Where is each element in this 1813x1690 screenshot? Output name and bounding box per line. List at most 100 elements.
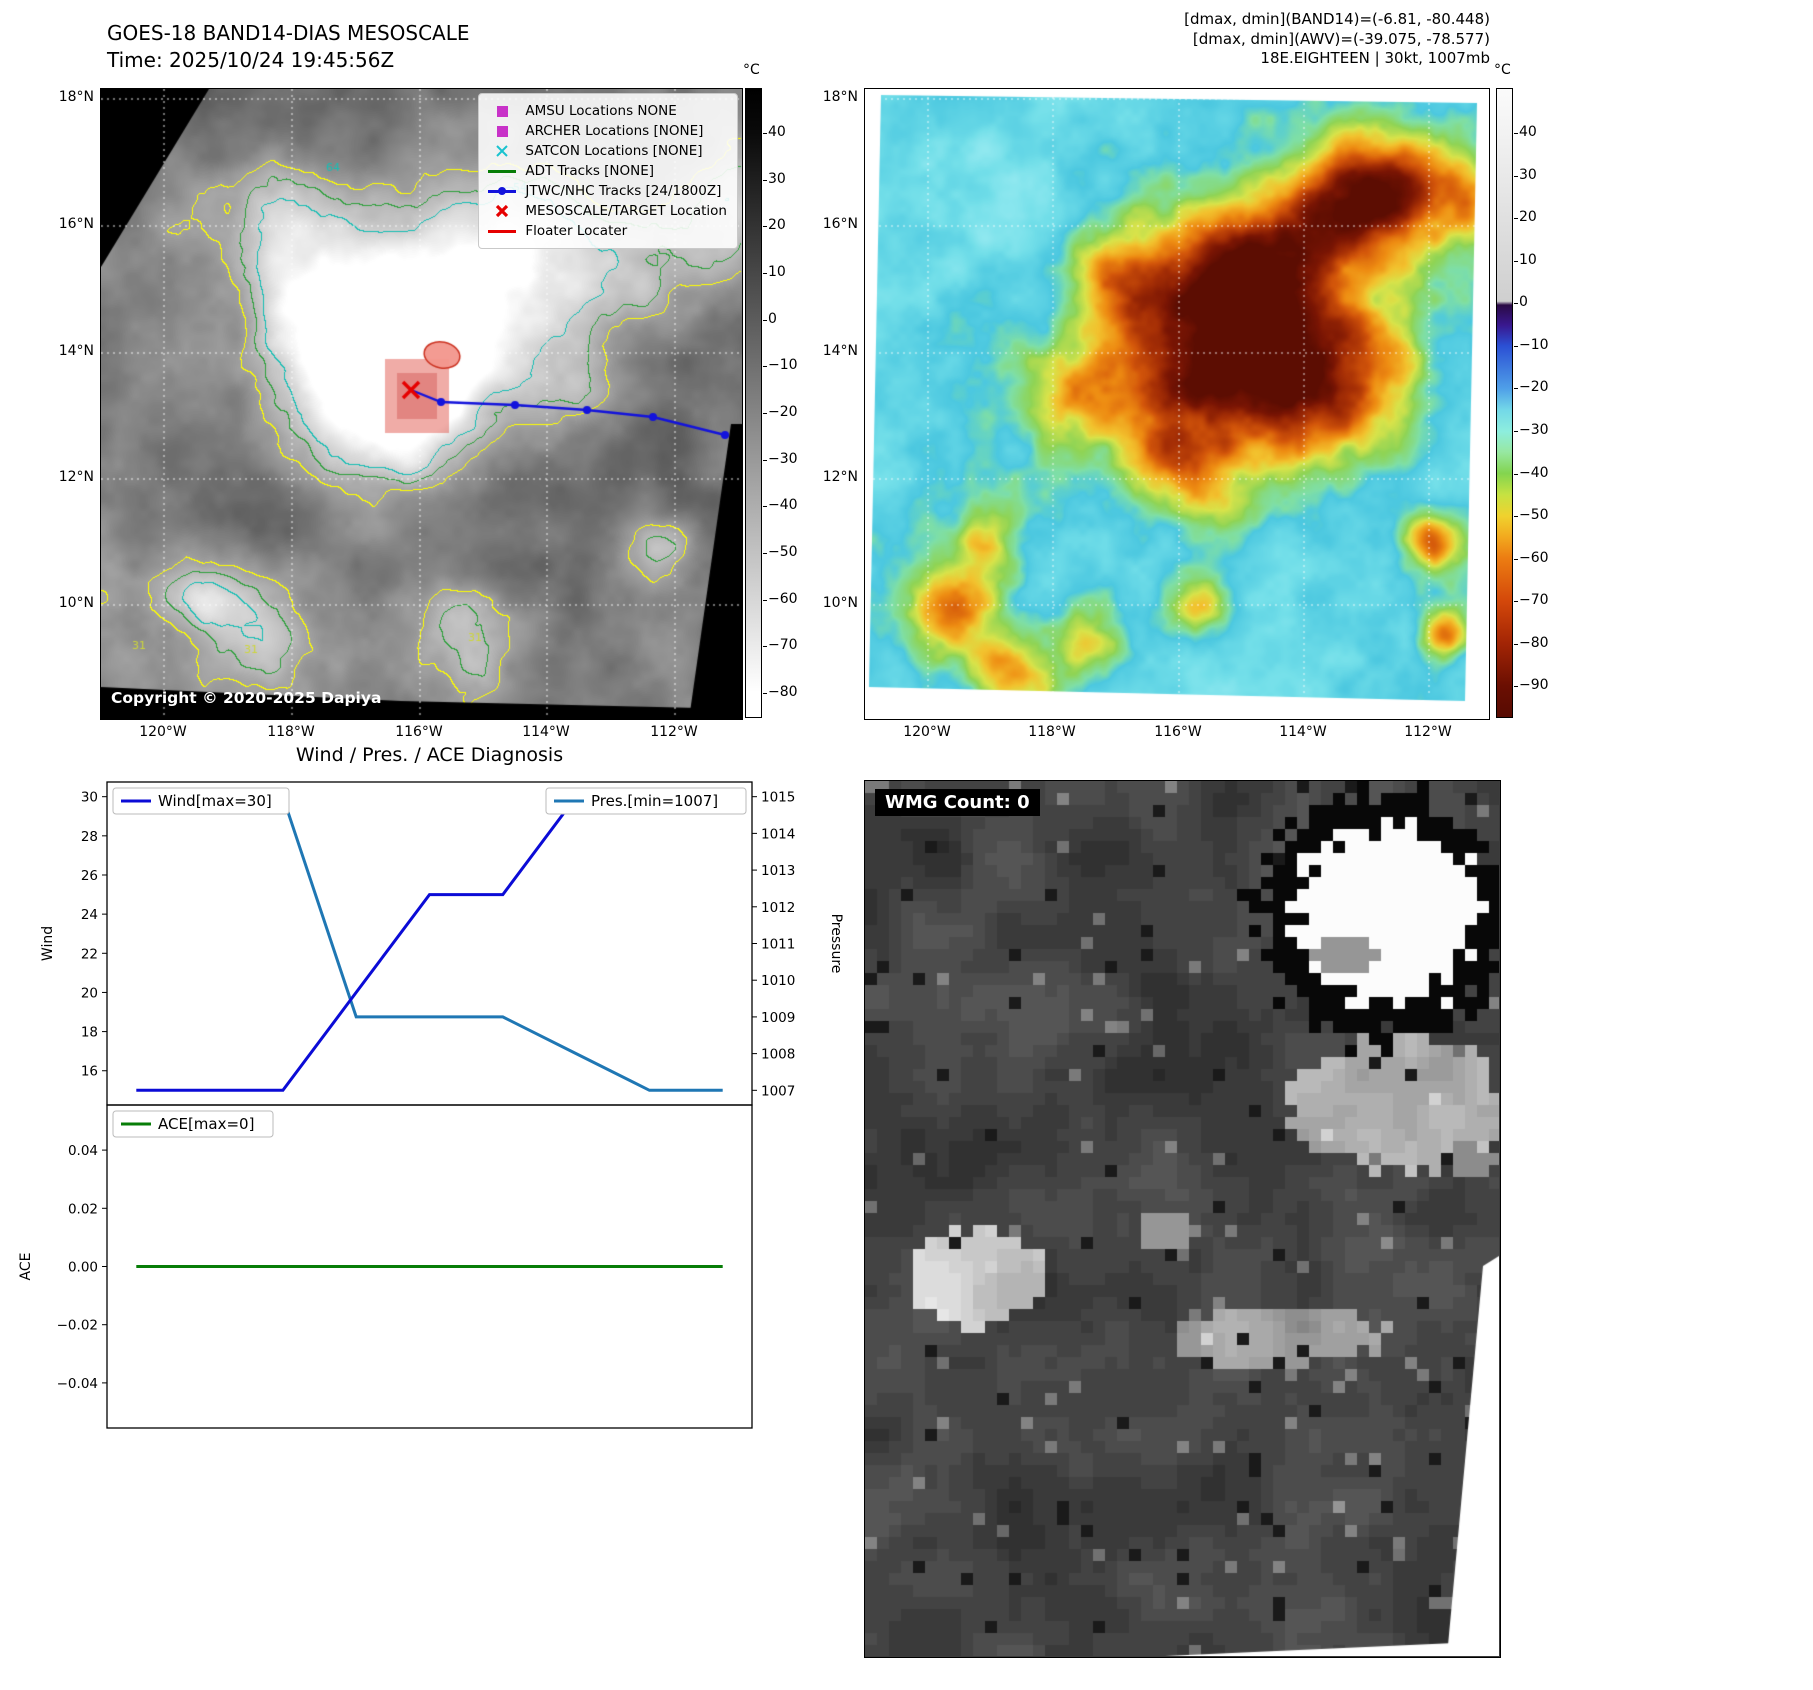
colorbar-tick (1514, 431, 1518, 432)
band14-lat-tick-label: 10°N (58, 595, 94, 611)
ace-tick-label: 0.02 (68, 1201, 98, 1217)
wind-tick-label: 28 (81, 829, 98, 845)
band14-colorbar-unit: °C (743, 62, 760, 78)
pressure-legend (545, 787, 747, 815)
awv-lat-tick-label: 10°N (822, 595, 858, 611)
colorbar-tick-label: 10 (1519, 251, 1537, 268)
colorbar-tick-label: 30 (768, 170, 786, 187)
band14-lat-tick-label: 12°N (58, 469, 94, 485)
awv-lon-tick-label: 112°W (1404, 724, 1452, 740)
colorbar-tick-label: 20 (768, 217, 786, 234)
band14-lon-tick-label: 114°W (522, 724, 570, 740)
line-marker-icon (487, 229, 517, 233)
legend-item-label: SATCON Locations [NONE] (525, 143, 703, 159)
pressure-tick-label: 1013 (761, 863, 795, 879)
colorbar-tick (763, 412, 767, 414)
awv-lon-tick-label: 116°W (1154, 724, 1202, 740)
diagnosis-title: Wind / Pres. / ACE Diagnosis (296, 744, 563, 766)
awv-lat-tick-label: 12°N (822, 469, 858, 485)
band14-subtitle: Time: 2025/10/24 19:45:56Z (107, 48, 395, 72)
pressure-legend-label: Pres.[min=1007] (591, 792, 718, 810)
awv-colorbar (1496, 88, 1513, 718)
band14-lat-tick-label: 16°N (58, 216, 94, 232)
band14-lat-tick-label: 18°N (58, 89, 94, 105)
colorbar-tick-label: 30 (1519, 166, 1537, 183)
colorbar-tick (1514, 643, 1518, 645)
legend-item-label: ARCHER Locations [NONE] (525, 123, 704, 139)
legend-item-label: Floater Locater (525, 223, 628, 239)
colorbar-tick (1514, 260, 1518, 262)
band14-lon-tick-label: 118°W (267, 724, 315, 740)
pressure-axis-label: Pressure (828, 914, 844, 974)
colorbar-tick (763, 552, 767, 554)
wind-tick-label: 30 (81, 790, 98, 806)
colorbar-tick-label: −50 (1519, 507, 1549, 524)
colorbar-tick (1514, 388, 1518, 390)
colorbar-tick-label: 0 (1519, 294, 1528, 311)
colorbar-tick-label: −40 (1519, 464, 1549, 481)
colorbar-tick (763, 506, 767, 508)
colorbar-tick-label: −90 (1519, 677, 1549, 694)
diagnosis-chart: Wind / Pres. / ACE Diagnosis 16 18 20 22 24 26… (18, 744, 844, 1429)
legend-item-label: AMSU Locations NONE (525, 103, 677, 119)
colorbar-tick-label: −30 (1519, 422, 1549, 438)
ace-tick-label: 0.00 (68, 1260, 98, 1276)
pressure-tick-label: 1010 (761, 973, 795, 989)
ace-legend-label: ACE[max=0] (158, 1115, 254, 1133)
wmg-map: WMG Count: 0 (864, 780, 1501, 1658)
wind-legend (112, 787, 290, 815)
colorbar-tick (763, 132, 767, 134)
legend-item: MESOSCALE/TARGET Location (487, 201, 727, 221)
awv-lat-tick-label: 16°N (822, 216, 858, 232)
legend-item: ADT Tracks [NONE] (487, 161, 727, 181)
colorbar-tick (1514, 218, 1518, 220)
band14-title-block: GOES-18 BAND14-DIAS MESOSCALE Time: 2025… (107, 20, 470, 74)
ace-tick-label: 0.04 (68, 1143, 98, 1159)
wind-tick-label: 24 (81, 907, 98, 923)
pressure-tick-label: 1011 (761, 937, 795, 953)
awv-lon-tick-label: 120°W (903, 724, 951, 740)
ace-axis-label: ACE (18, 1253, 34, 1281)
pressure-tick-label: 1009 (761, 1010, 795, 1026)
x-marker-icon (487, 144, 517, 158)
ace-tick-label: −0.04 (57, 1376, 98, 1392)
awv-satellite-canvas (865, 89, 1489, 719)
x-target-marker-icon (487, 204, 517, 218)
colorbar-tick (1514, 303, 1518, 305)
colorbar-tick-label: −80 (768, 683, 798, 700)
colorbar-tick-label: −20 (1519, 379, 1549, 396)
ace-tick-label: −0.02 (57, 1318, 98, 1334)
colorbar-tick (1514, 345, 1518, 347)
band14-colorbar (745, 88, 762, 718)
wmg-image-canvas (865, 781, 1499, 1656)
awv-header-line2: [dmax, dmin](AWV)=(-39.075, -78.577) (1192, 29, 1490, 48)
colorbar-tick-label: 40 (768, 123, 786, 140)
wind-legend-label: Wind[max=30] (158, 792, 272, 810)
pressure-tick-label: 1014 (761, 826, 795, 842)
awv-map (864, 88, 1490, 720)
copyright-text: Copyright © 2020-2025 Dapiya (111, 689, 382, 707)
pressure-tick-label: 1008 (761, 1047, 795, 1063)
colorbar-tick-label: −60 (768, 590, 798, 607)
wind-tick-label: 20 (81, 985, 98, 1001)
line-marker-icon (487, 169, 517, 173)
colorbar-tick-label: −80 (1519, 634, 1549, 651)
band14-lon-tick-label: 120°W (139, 724, 187, 740)
colorbar-tick-label: 0 (768, 310, 777, 327)
colorbar-tick-label: 20 (1519, 209, 1537, 226)
colorbar-tick (763, 179, 767, 181)
square-marker-icon (487, 105, 517, 117)
legend-item: SATCON Locations [NONE] (487, 141, 727, 161)
colorbar-tick-label: −70 (1519, 592, 1549, 609)
legend-item: ARCHER Locations [NONE] (487, 121, 727, 141)
colorbar-tick-label: −10 (768, 357, 798, 374)
series-line-pressure (136, 795, 723, 1092)
awv-colorbar-unit: °C (1494, 62, 1511, 78)
series-line-wind (136, 795, 723, 1092)
awv-lon-tick-label: 114°W (1279, 724, 1327, 740)
wind-axis-label: Wind (40, 926, 56, 961)
pressure-tick-label: 1007 (761, 1083, 795, 1099)
awv-header-line3: 18E.EIGHTEEN | 30kt, 1007mb (1260, 49, 1490, 67)
colorbar-tick (763, 646, 767, 648)
